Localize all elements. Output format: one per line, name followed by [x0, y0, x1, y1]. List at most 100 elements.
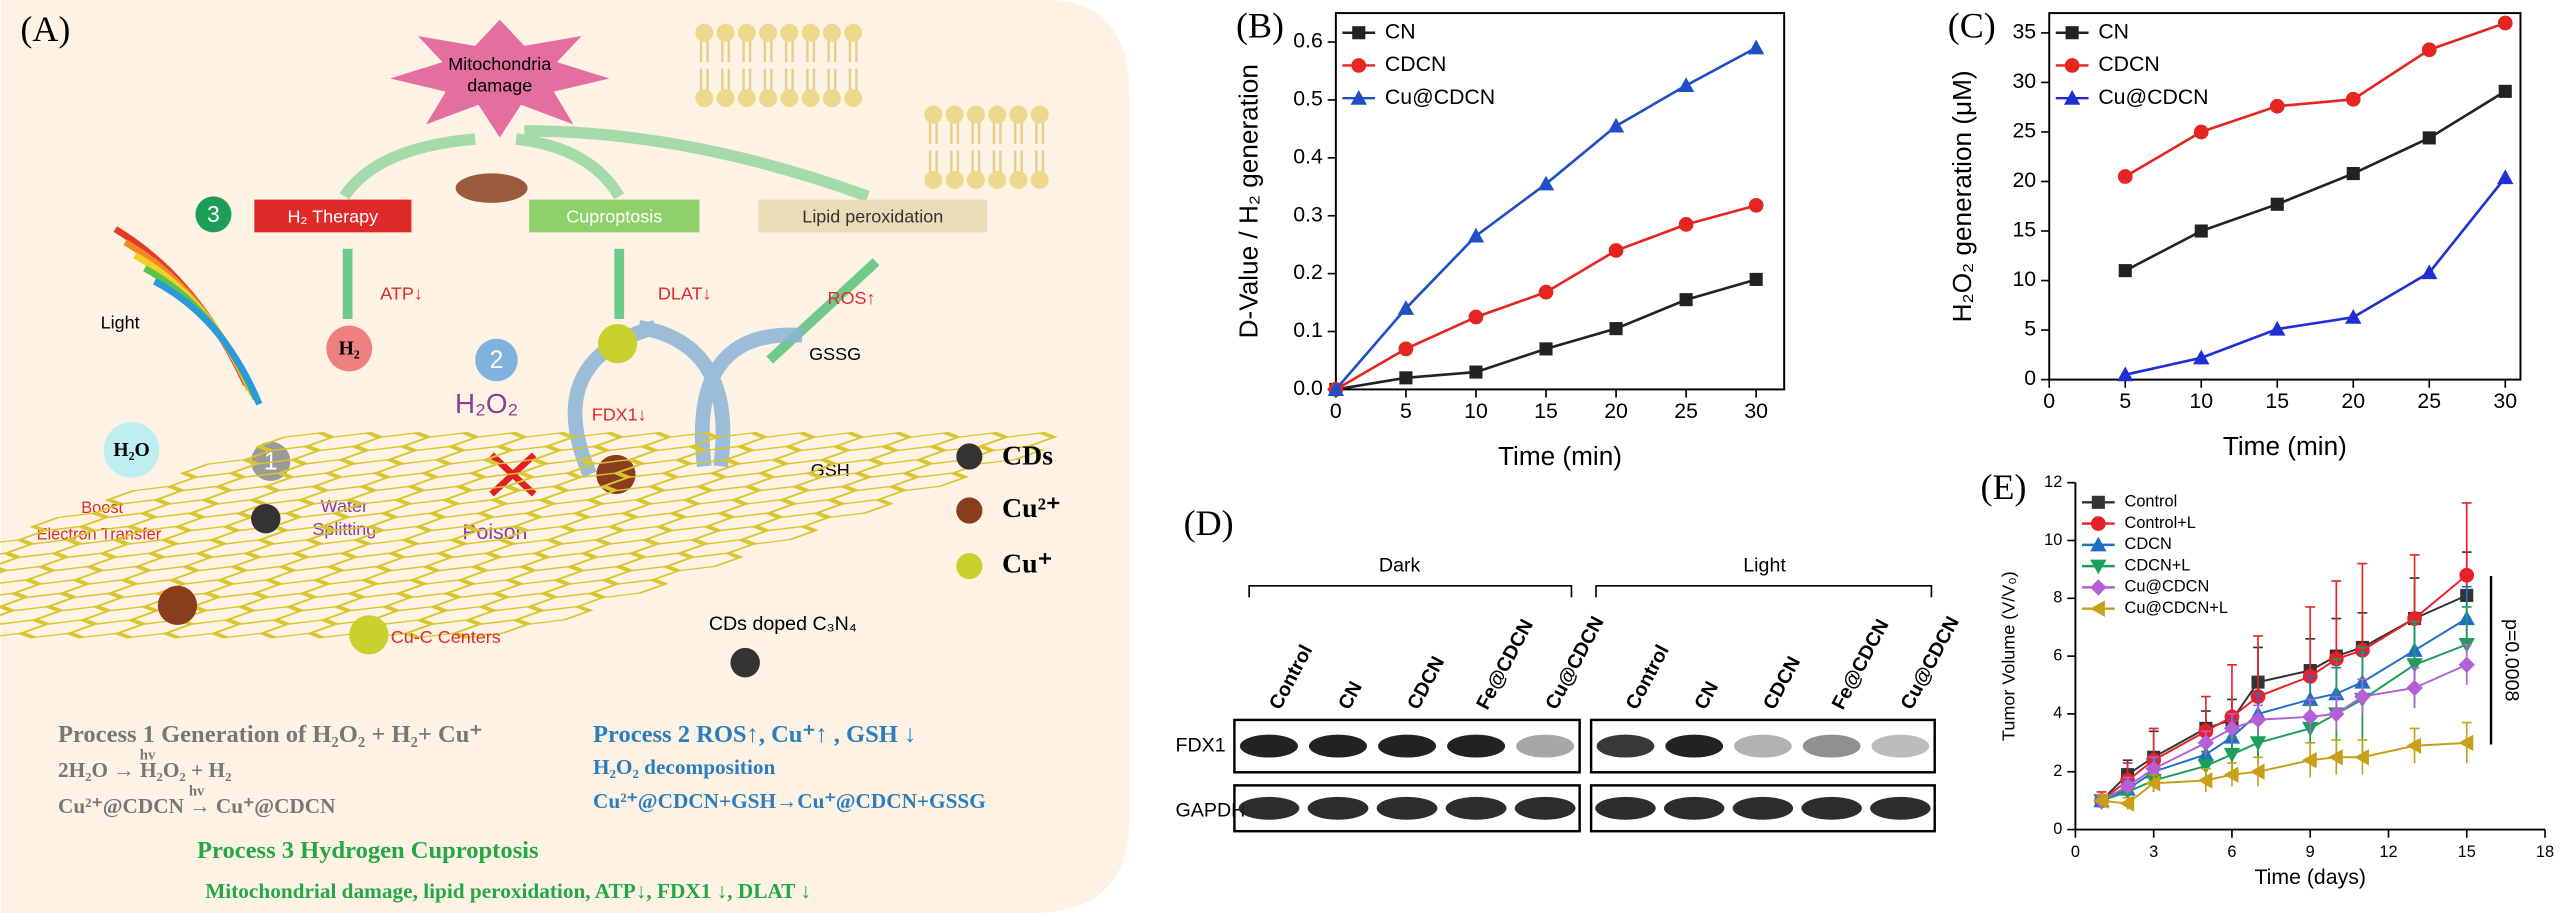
group-label: Dark — [1379, 554, 1421, 576]
h2o2-label: H₂O₂ — [455, 388, 518, 419]
y-tick-label: 10 — [2044, 531, 2062, 549]
blot-frame — [1589, 718, 1936, 774]
lipid-head — [801, 89, 820, 108]
data-point — [2249, 736, 2267, 752]
box — [254, 199, 412, 233]
band — [1308, 734, 1367, 758]
step-number: 3 — [207, 201, 220, 227]
data-point — [1677, 77, 1695, 93]
y-tick-label: 2 — [2053, 762, 2062, 780]
lane-label: Cu@CDCN — [1541, 613, 1608, 713]
lipid-head — [945, 170, 964, 189]
cd-ball — [730, 647, 760, 678]
data-point — [1539, 342, 1553, 356]
x-tick-label: 20 — [2341, 389, 2365, 413]
effect-label: DLAT↓ — [658, 283, 712, 303]
data-point — [2223, 766, 2239, 783]
x-tick-label: 20 — [1604, 399, 1628, 423]
data-point — [2197, 772, 2213, 789]
ray — [153, 278, 263, 406]
lipid-head — [759, 23, 778, 42]
lipid-head — [1009, 170, 1028, 189]
data-point — [2197, 734, 2215, 752]
lipid-head — [924, 105, 943, 124]
bracket — [1248, 584, 1933, 598]
x-axis-label: Time (min) — [1498, 441, 1622, 471]
y-tick-label: 0.5 — [1293, 87, 1323, 111]
lane-label: Fe@CDCN — [1472, 616, 1538, 714]
band — [1801, 796, 1862, 820]
data-point — [1327, 381, 1345, 396]
legend-marker — [2064, 58, 2080, 73]
box-label: H₂ Therapy — [288, 206, 379, 226]
legend-label: Cu@CDCN — [2098, 85, 2208, 109]
lipid-head — [737, 89, 756, 108]
data-point — [2223, 747, 2241, 763]
row-label: FDX1 — [1176, 734, 1226, 756]
legend-marker — [2090, 559, 2107, 575]
lane-label: CN — [1690, 678, 1723, 713]
series-line — [2125, 176, 2507, 376]
x-tick-label: 0 — [2043, 389, 2055, 413]
data-point — [2269, 98, 2285, 114]
legend-marker — [2091, 495, 2105, 509]
y-tick-label: 12 — [2044, 473, 2062, 491]
lipid-head — [759, 89, 778, 108]
data-point — [2421, 42, 2437, 58]
panel-label: (E) — [1981, 467, 2027, 507]
step-badge — [475, 338, 518, 382]
lipid-head — [716, 23, 735, 42]
process-item: 2H₂O → H₂O₂ + H₂ — [58, 758, 232, 782]
lane-label: Cu@CDCN — [1896, 613, 1963, 713]
data-point — [2302, 708, 2319, 726]
plot-frame — [1334, 12, 1786, 391]
cu-plus-ball — [597, 323, 638, 364]
x-tick-label: 6 — [2227, 843, 2236, 861]
band — [1307, 796, 1369, 820]
data-point — [2269, 320, 2286, 336]
burst — [390, 19, 610, 138]
lane-label: Control — [1265, 641, 1317, 713]
data-point — [2498, 84, 2512, 98]
lipid-head — [844, 89, 863, 108]
x-tick-label: 0 — [1330, 399, 1342, 423]
data-point — [2249, 711, 2267, 728]
legend-label: Cu@CDCN+L — [2125, 599, 2228, 617]
legend-label: Cu²⁺ — [1002, 493, 1061, 524]
species-label: GSSG — [809, 344, 861, 364]
y-tick-label: 10 — [2012, 267, 2036, 291]
x-axis-label: Time (days) — [2254, 865, 2365, 889]
data-point — [1678, 217, 1694, 232]
lipid-head — [780, 23, 799, 42]
y-tick-label: 0.0 — [1293, 376, 1323, 400]
lipid-head — [924, 170, 943, 189]
y-tick-label: 0 — [2053, 820, 2062, 838]
h2-label: H₂ — [339, 339, 360, 360]
data-point — [2117, 169, 2133, 184]
x-tick-label: 15 — [2265, 389, 2289, 413]
legend-label: Cu⁺ — [1002, 549, 1052, 580]
lane-label: Control — [1622, 641, 1674, 713]
y-tick-label: 4 — [2053, 704, 2062, 722]
data-point — [2223, 720, 2241, 737]
light-label: Light — [101, 313, 140, 333]
y-axis-label: D-Value / H₂ generation — [1234, 64, 1264, 338]
x-tick-label: 15 — [1534, 399, 1558, 423]
data-point — [2145, 760, 2162, 778]
y-tick-label: 0.6 — [1293, 29, 1323, 53]
legend-label: CN — [1385, 19, 1416, 43]
arrow — [339, 125, 870, 202]
legend-marker — [2090, 600, 2105, 617]
panel-label: (D) — [1184, 503, 1234, 543]
x-tick-label: 10 — [1464, 399, 1488, 423]
lane-label: CDCN — [1403, 653, 1449, 713]
h2o-ball — [103, 422, 160, 478]
band — [1514, 796, 1576, 820]
data-point — [2458, 656, 2475, 673]
legend-marker — [2090, 579, 2107, 596]
x-tick-label: 5 — [1400, 399, 1412, 423]
lattice — [0, 431, 1058, 639]
legend-label: Control — [2125, 493, 2178, 511]
y-tick-label: 0.2 — [1293, 260, 1323, 284]
lipid-head — [1030, 170, 1049, 189]
